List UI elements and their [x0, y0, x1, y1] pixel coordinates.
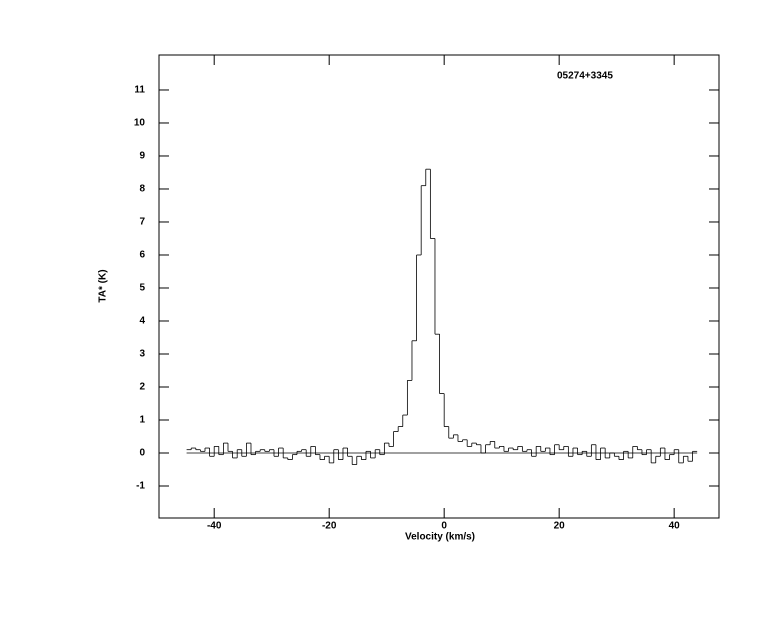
y-tick-label: 8 [139, 184, 145, 195]
y-tick-label: 7 [139, 217, 145, 228]
plot-frame [158, 54, 720, 519]
y-tick-label: 4 [139, 316, 145, 327]
y-tick-label: 10 [134, 118, 146, 129]
y-tick-label: 3 [139, 349, 145, 360]
y-tick-label: 11 [134, 85, 145, 96]
x-tick-label: 40 [669, 521, 681, 532]
y-tick-label: 5 [139, 283, 145, 294]
y-tick-label: 2 [139, 382, 145, 393]
chart-title: 05274+3345 [557, 71, 613, 82]
x-tick-label: -40 [207, 521, 222, 532]
y-tick-label: -1 [136, 481, 145, 492]
y-axis-label: TA* (K) [98, 269, 109, 302]
x-tick-label: 20 [554, 521, 566, 532]
y-tick-label: 9 [139, 151, 145, 162]
x-tick-label: -20 [322, 521, 337, 532]
y-tick-label: 0 [139, 448, 145, 459]
x-tick-label: 0 [441, 521, 447, 532]
y-tick-label: 6 [139, 250, 145, 261]
x-axis-label: Velocity (km/s) [405, 532, 475, 543]
y-tick-label: 1 [139, 415, 145, 426]
